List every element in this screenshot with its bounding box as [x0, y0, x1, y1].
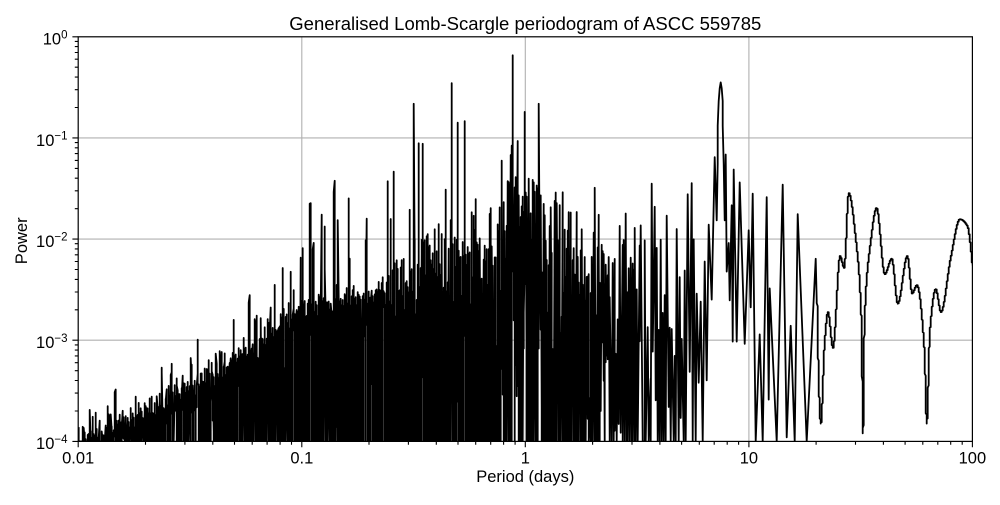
svg-text:100: 100 [959, 449, 987, 467]
svg-text:Period (days): Period (days) [476, 468, 574, 486]
svg-text:Power: Power [13, 217, 31, 264]
svg-text:0.1: 0.1 [290, 449, 313, 467]
svg-text:0.01: 0.01 [62, 449, 94, 467]
svg-text:10: 10 [740, 449, 758, 467]
svg-text:1: 1 [521, 449, 530, 467]
svg-text:Generalised Lomb-Scargle perio: Generalised Lomb-Scargle periodogram of … [289, 13, 761, 34]
